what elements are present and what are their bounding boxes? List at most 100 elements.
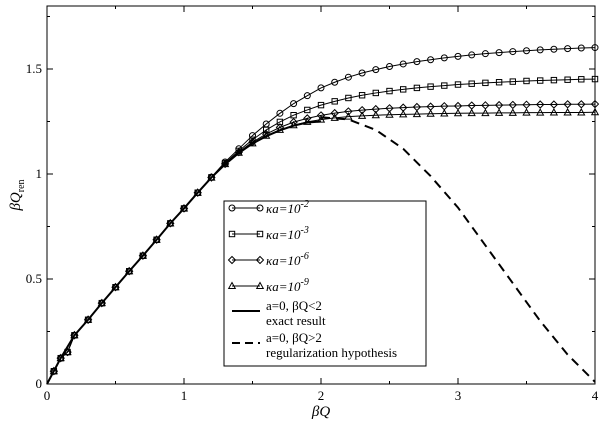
legend-label-main: κa=10 (266, 227, 301, 242)
data-point (482, 79, 489, 87)
data-point (413, 58, 421, 66)
y-tick-label: 1 (36, 166, 43, 181)
data-point (83, 315, 93, 324)
data-point (97, 298, 107, 308)
data-point (372, 66, 380, 74)
data-point (591, 44, 599, 52)
data-point (371, 110, 380, 119)
data-point (577, 107, 586, 116)
data-point (386, 87, 393, 95)
data-point (358, 92, 366, 99)
data-point (330, 108, 339, 118)
series-line (320, 116, 596, 383)
series-line (46, 120, 322, 385)
data-point (426, 109, 435, 117)
data-point (440, 54, 448, 62)
y-axis-title-sub: ren (16, 179, 27, 192)
data-point (358, 69, 366, 77)
data-point (495, 79, 503, 86)
data-point (49, 366, 58, 375)
legend-label-line2: exact result (266, 313, 326, 328)
legend-swatch-marker (255, 281, 265, 289)
legend-box (223, 200, 427, 367)
legend-swatch-marker (255, 255, 265, 265)
data-point (495, 49, 503, 57)
data-point (536, 46, 544, 54)
data-point (564, 76, 571, 83)
legend: κa=10-2κa=10-3κa=10-6κa=10-9a=0, βQ<2exa… (223, 199, 427, 367)
data-point (454, 81, 462, 88)
legend-label-sup: -6 (301, 251, 309, 262)
legend-item: κa=10-3 (228, 225, 309, 242)
data-point (413, 84, 421, 92)
y-tick-label: 1.5 (26, 61, 42, 76)
data-point (468, 80, 475, 87)
legend-item: κa=10-2 (228, 199, 309, 216)
data-point (331, 98, 338, 105)
data-point (494, 108, 504, 116)
data-point (276, 109, 284, 117)
legend-label-sup: -3 (301, 225, 309, 236)
legend-label-sup: -2 (301, 199, 309, 210)
data-point (523, 77, 530, 85)
data-point (111, 282, 120, 292)
x-tick-label: 3 (455, 388, 462, 403)
legend-label: κa=10-2 (266, 199, 309, 216)
data-point (56, 353, 65, 363)
data-point (357, 105, 367, 115)
x-axis-title: βQ (311, 404, 330, 420)
data-point (386, 62, 393, 70)
data-point (550, 45, 558, 53)
x-tick-label: 2 (318, 388, 325, 403)
data-point (345, 94, 352, 102)
data-point (441, 82, 448, 89)
data-point (316, 111, 326, 120)
data-point (591, 75, 599, 83)
legend-swatch-marker (256, 230, 264, 238)
legend-label-line2: regularization hypothesis (266, 345, 397, 360)
data-point (509, 48, 517, 56)
x-tick-label: 4 (592, 388, 599, 403)
data-point (357, 111, 367, 119)
legend-label-main: κa=10 (266, 253, 301, 268)
data-point (549, 107, 559, 116)
x-tick-label: 0 (44, 388, 51, 403)
data-point (290, 112, 297, 119)
data-point (261, 129, 271, 139)
x-tick-label: 1 (181, 388, 188, 403)
data-point (399, 60, 407, 68)
data-point (508, 108, 517, 116)
data-point (578, 76, 585, 83)
data-point (577, 100, 586, 109)
data-point (385, 110, 394, 118)
data-point (317, 101, 325, 109)
data-point (481, 50, 489, 58)
series-4 (46, 120, 322, 385)
data-point (467, 108, 476, 117)
data-point (330, 113, 339, 121)
legend-swatch-marker (228, 230, 236, 238)
legend-label-sup: -9 (301, 277, 309, 288)
data-point (523, 47, 530, 55)
legend-label: κa=10-3 (266, 225, 309, 242)
data-point (454, 52, 462, 60)
svg-text:βQren: βQren (8, 179, 27, 211)
data-point (344, 107, 353, 116)
data-point (427, 83, 434, 90)
data-point (372, 89, 380, 97)
legend-swatch-marker (227, 255, 237, 265)
data-point (290, 100, 298, 108)
y-axis-title-main: βQ (8, 192, 24, 211)
data-point (590, 99, 599, 109)
data-point (537, 77, 544, 84)
legend-label-main: κa=10 (266, 201, 301, 216)
data-point (563, 107, 572, 116)
data-point (453, 108, 463, 117)
data-point (522, 108, 531, 116)
legend-label-main: κa=10 (266, 279, 301, 294)
legend-label-line1: a=0, βQ<2 (266, 298, 322, 313)
data-point (577, 44, 585, 52)
